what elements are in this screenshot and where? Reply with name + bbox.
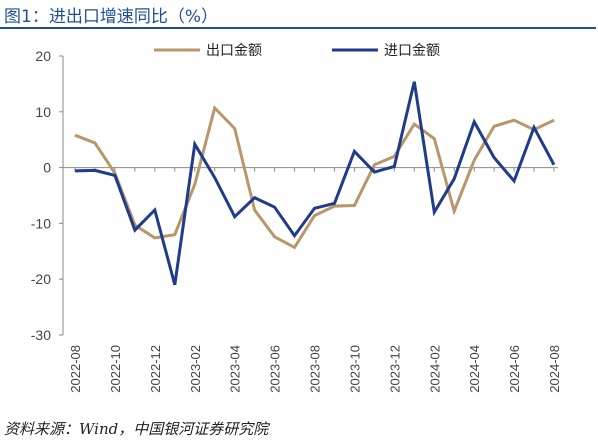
- title-underline: [0, 27, 596, 29]
- x-tick-label: 2024-08: [547, 345, 562, 393]
- x-tick-label: 2022-10: [108, 345, 123, 393]
- x-tick-label: 2023-08: [308, 345, 323, 393]
- chart-axes: 20 10 0 -10 -20 -30 2022-08 2022-10 2022-12 2023-…: [31, 48, 562, 393]
- import-series-line: [74, 81, 556, 286]
- y-tick-label: 0: [43, 160, 51, 176]
- x-tick-label: 2023-06: [268, 345, 283, 393]
- chart-series: [74, 81, 556, 286]
- chart-legend: 出口金额 进口金额: [154, 43, 440, 59]
- legend-label: 出口金额: [206, 43, 262, 59]
- export-series-line: [74, 104, 555, 250]
- x-tick-label: 2022-12: [148, 345, 163, 393]
- source-note: 资料来源：Wind，中国银河证券研究院: [4, 420, 269, 438]
- figure-title: 图1：进出口增速同比（%）: [4, 7, 218, 27]
- y-tick-label: 20: [35, 48, 51, 64]
- y-tick-label: -10: [31, 215, 51, 231]
- x-tick-label: 2023-04: [228, 345, 243, 393]
- y-tick-label: -30: [31, 327, 51, 343]
- x-tick-label: 2023-12: [387, 345, 402, 393]
- x-tick-label: 2023-02: [188, 345, 203, 393]
- x-tick-label: 2024-06: [507, 345, 522, 393]
- x-tick-label: 2024-02: [427, 345, 442, 393]
- legend-label: 进口金额: [384, 43, 440, 59]
- x-tick-label: 2022-08: [68, 345, 83, 393]
- x-tick-label: 2023-10: [347, 345, 362, 393]
- y-tick-label: -20: [31, 271, 51, 287]
- x-tick-label: 2024-04: [467, 345, 482, 393]
- y-tick-label: 10: [35, 104, 51, 120]
